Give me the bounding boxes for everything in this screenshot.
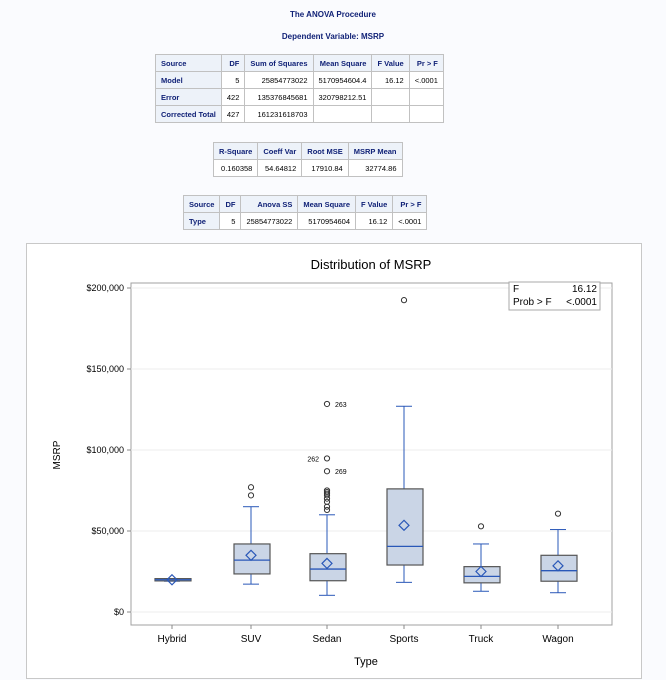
row-header: Type xyxy=(182,212,221,230)
row-header: Model xyxy=(155,71,222,89)
x-tick-label: SUV xyxy=(241,634,262,645)
outlier-point xyxy=(323,468,331,475)
cell: 17910.84 xyxy=(301,159,349,177)
col-header: DF xyxy=(219,195,242,213)
dependent-variable: Dependent Variable: MSRP xyxy=(281,32,385,41)
outlier-label: 263 xyxy=(335,402,347,409)
col-header: DF xyxy=(220,54,246,72)
col-header: F Value xyxy=(355,195,394,213)
col-header: MSRP Mean xyxy=(347,142,403,160)
mean-marker xyxy=(166,573,178,586)
y-tick-label: $150,000 xyxy=(86,364,124,374)
box-sports xyxy=(386,488,424,566)
col-header: Anova SS xyxy=(240,195,299,213)
col-header: Pr > F xyxy=(408,54,444,72)
x-tick-label: Sedan xyxy=(313,634,342,645)
cell xyxy=(371,105,410,123)
y-tick-label: $50,000 xyxy=(91,526,124,536)
y-tick-label: $200,000 xyxy=(86,283,124,293)
cell: 16.12 xyxy=(355,212,394,230)
outlier-point xyxy=(247,492,255,499)
mean-marker xyxy=(475,565,487,578)
table-row: Model 5 25854773022 5170954604.4 16.12 <.0001 xyxy=(155,71,444,89)
row-header: Corrected Total xyxy=(155,105,222,123)
cell: 25854773022 xyxy=(240,212,299,230)
mean-marker xyxy=(245,549,257,562)
outlier-point xyxy=(554,510,562,517)
outlier-point xyxy=(477,523,485,530)
x-tick-label: Wagon xyxy=(542,634,573,645)
col-header: Coeff Var xyxy=(257,142,303,160)
col-header: R-Square xyxy=(212,142,259,160)
outlier-point xyxy=(323,506,331,514)
cell xyxy=(408,88,444,106)
cell: 427 xyxy=(220,105,246,123)
outlier-label: 262 xyxy=(307,456,319,463)
inset-f-label: F xyxy=(513,284,519,295)
cell xyxy=(312,105,373,123)
col-header: Source xyxy=(155,54,222,72)
stats-inset xyxy=(508,281,601,311)
mean-marker xyxy=(398,519,410,532)
col-header: Mean Square xyxy=(297,195,357,213)
cell: 5170954604.4 xyxy=(312,71,373,89)
outlier-point xyxy=(323,487,331,494)
cell: 25854773022 xyxy=(244,71,314,89)
outlier-point xyxy=(323,400,331,408)
box-wagon xyxy=(540,554,578,582)
cell: 32774.86 xyxy=(347,159,403,177)
col-header: F Value xyxy=(371,54,410,72)
cell: <.0001 xyxy=(392,212,428,230)
y-axis-label: MSRP xyxy=(52,440,63,469)
table-row: Type 5 25854773022 5170954604 16.12 <.0001 xyxy=(182,212,428,230)
chart-title: Distribution of MSRP xyxy=(311,257,432,272)
mean-marker xyxy=(552,559,564,572)
cell: 320798212.51 xyxy=(312,88,373,106)
fit-statistics-table: R-Square Coeff Var Root MSE MSRP Mean 0.160… xyxy=(212,142,403,177)
table-row: Error 422 135376845681 320798212.51 xyxy=(155,88,444,106)
cell: 5170954604 xyxy=(297,212,357,230)
outlier-point xyxy=(323,498,331,505)
inset-f-value: 16.12 xyxy=(572,284,597,295)
plot-area xyxy=(130,282,613,626)
cell: <.0001 xyxy=(408,71,444,89)
x-axis-label: Type xyxy=(354,656,378,668)
mean-marker xyxy=(321,557,333,570)
outlier-point xyxy=(247,484,255,491)
outlier-label: 269 xyxy=(335,469,347,476)
anova-table: Source DF Sum of Squares Mean Square F Value… xyxy=(155,54,444,123)
x-tick-label: Truck xyxy=(469,634,495,645)
x-tick-label: Sports xyxy=(390,634,419,645)
cell: 161231618703 xyxy=(244,105,314,123)
table-row: 0.160358 54.64812 17910.84 32774.86 xyxy=(212,159,403,177)
type-anova-table: Source DF Anova SS Mean Square F Value Pr > F… xyxy=(182,195,428,230)
table-row: Corrected Total 427 161231618703 xyxy=(155,105,444,123)
cell: 5 xyxy=(219,212,242,230)
cell: 54.64812 xyxy=(257,159,303,177)
y-tick-label: $0 xyxy=(114,607,124,617)
col-header: Sum of Squares xyxy=(244,54,314,72)
outlier-point xyxy=(400,297,408,304)
y-tick-label: $100,000 xyxy=(86,445,124,455)
outlier-point xyxy=(323,455,331,462)
cell xyxy=(408,105,444,123)
table-header: Source DF Sum of Squares Mean Square F Value… xyxy=(155,54,444,72)
procedure-title: The ANOVA Procedure xyxy=(290,10,376,19)
cell: 16.12 xyxy=(371,71,410,89)
inset-p-label: Prob > F xyxy=(513,297,552,308)
inset-p-value: <.0001 xyxy=(566,297,597,308)
cell: 0.160358 xyxy=(212,159,259,177)
x-tick-label: Hybrid xyxy=(158,634,187,645)
cell: 135376845681 xyxy=(244,88,314,106)
